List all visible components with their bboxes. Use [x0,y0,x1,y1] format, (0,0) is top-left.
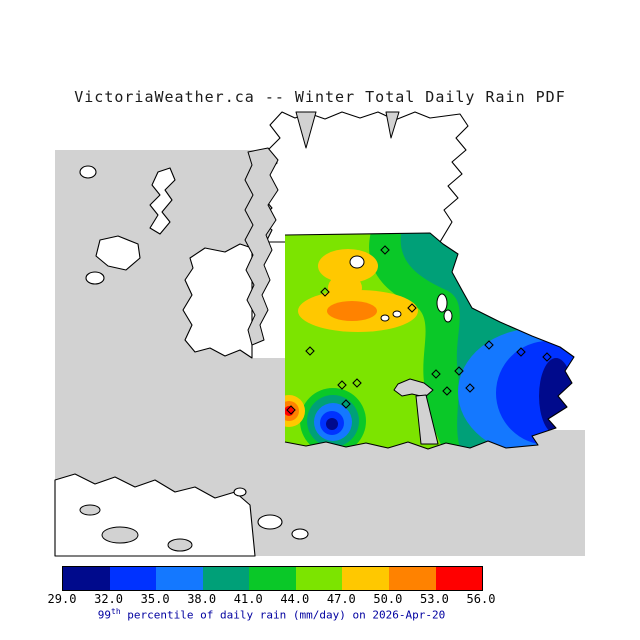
colorbar-tick-label: 41.0 [233,592,263,606]
lake-bottom-1 [101,526,139,544]
colorbar-tick-label: 50.0 [373,592,403,606]
colorbar-tick-label: 47.0 [326,592,356,606]
land-midleft-peninsula [182,243,253,359]
station-marker [484,340,494,350]
colorbar-tick-label: 53.0 [419,592,449,606]
island-strait-3 [233,487,247,497]
caption-prefix: 99 [97,608,112,622]
station-marker [465,383,475,393]
island-small-1 [79,165,97,179]
lake-elk [436,293,448,313]
harbour-channel [415,394,439,445]
lake-2 [380,314,390,322]
contour-29-32-south [326,418,338,430]
land-saanich-peninsula [259,111,469,243]
map [54,111,585,557]
caption-superscript: th [111,607,121,616]
colorbar-tick-label: 56.0 [466,592,496,606]
station-markers [286,245,552,415]
station-marker [305,346,315,356]
page-title: VictoriaWeather.ca -- Winter Total Daily… [74,88,566,106]
contour-29-32-core [539,358,573,434]
station-marker [516,347,526,357]
saanich-inlet [244,147,279,346]
island-small-3 [85,271,105,285]
island-tall [149,167,176,235]
inlet-north-1 [295,111,317,149]
station-marker [542,352,552,362]
station-marker [442,386,452,396]
station-marker [286,405,296,415]
colorbar-segment [435,567,483,590]
lake-bottom-2 [167,538,193,552]
colorbar-segment [202,567,250,590]
contour-region [285,233,574,449]
colorbar-tick-label: 35.0 [140,592,170,606]
colorbar-segment [388,567,436,590]
station-marker [337,380,347,390]
colorbar-tick-label: 29.0 [47,592,77,606]
colorbar-segment [156,567,203,590]
colorbar-caption: 99th percentile of daily rain (mm/day) o… [32,607,511,622]
colorbar-tick-label: 32.0 [94,592,123,606]
colorbar-tick-label: 44.0 [280,592,310,606]
station-marker [454,366,464,376]
contour-50-53-main [327,301,377,321]
colorbar-segment [295,567,343,590]
colorbar-segment [342,567,389,590]
colorbar-segment [63,567,110,590]
colorbar-segment [109,567,157,590]
island-strait-1 [257,514,283,530]
region-coastline [284,232,575,450]
colorbar-tick-label: 38.0 [187,592,217,606]
lake-1 [349,255,365,269]
station-marker [352,378,362,388]
caption-rest: percentile of daily rain (mm/day) on 202… [120,608,446,622]
station-marker [380,245,390,255]
lake-3 [392,310,402,318]
colorbar-segment [249,567,296,590]
lake-bottom-3 [79,504,101,516]
station-marker [320,287,330,297]
lake-beaver [443,309,453,323]
station-marker [431,369,441,379]
inlet-north-2 [385,111,400,139]
station-marker [341,399,351,409]
island-small-2 [95,235,141,271]
station-marker [407,303,417,313]
island-strait-2 [291,528,309,540]
colorbar [62,566,483,591]
contour-47-50-north [318,249,378,283]
